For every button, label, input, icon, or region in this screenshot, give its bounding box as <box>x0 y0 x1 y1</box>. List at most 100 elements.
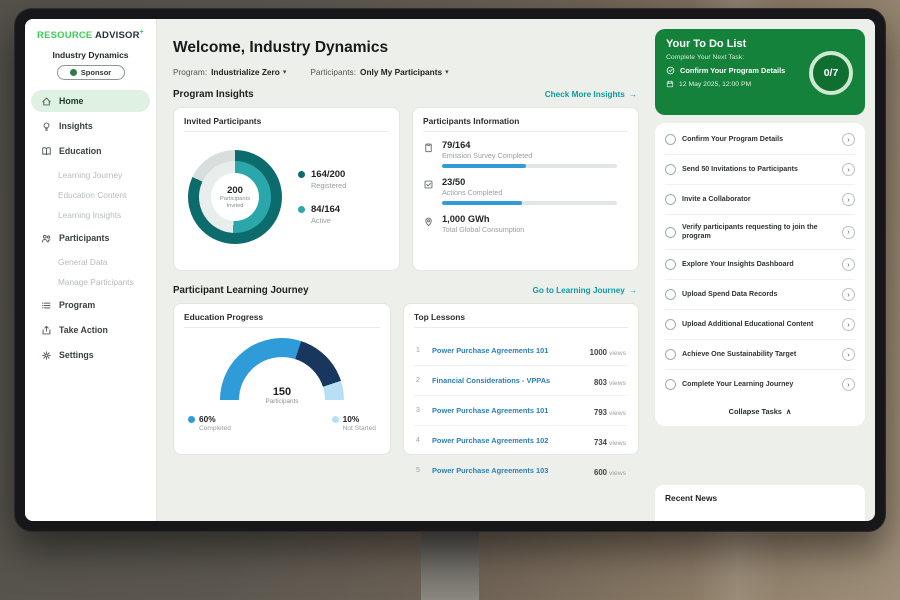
task-label: Confirm Your Program Details <box>682 134 784 143</box>
task-confirm-program-details[interactable]: Confirm Your Program Details › <box>665 125 855 155</box>
todo-subtitle: Complete Your Next Task: <box>666 54 745 61</box>
sidebar-item-home[interactable]: Home <box>31 90 150 113</box>
task-checkbox[interactable] <box>665 289 676 301</box>
sidebar-item-label: Settings <box>59 350 94 361</box>
task-chevron-button[interactable]: › <box>842 378 855 392</box>
home-icon <box>41 96 52 107</box>
task-chevron-button[interactable]: › <box>842 225 855 239</box>
sidebar-item-learning-journey[interactable]: Learning Journey <box>25 165 156 184</box>
sidebar-item-general-data[interactable]: General Data <box>25 252 156 271</box>
top-lessons-card: Top Lessons 1 Power Purchase Agreements … <box>403 303 639 477</box>
donut-center-caption: Participants Invited <box>219 195 251 209</box>
task-chevron-button[interactable]: › <box>842 133 855 146</box>
task-achieve-sustainability-target[interactable]: Achieve One Sustainability Target › <box>665 340 855 371</box>
sidebar-item-label: Insights <box>59 121 93 132</box>
task-checkbox[interactable] <box>665 349 676 361</box>
metric-value: 1,000 GWh <box>442 214 490 224</box>
sidebar-item-participants[interactable]: Participants <box>31 227 150 249</box>
legend-dot <box>298 206 305 213</box>
check-more-insights-link[interactable]: Check More Insights → <box>545 90 637 99</box>
sidebar-subitem-label: Education Content <box>58 189 127 200</box>
sidebar-item-label: Education <box>59 146 102 157</box>
donut-center-label: 200 Participants Invited <box>188 150 282 244</box>
task-chevron-button[interactable]: › <box>842 288 855 302</box>
location-pin-icon <box>423 216 434 238</box>
task-checkbox[interactable] <box>665 259 676 271</box>
task-checkbox[interactable] <box>665 226 676 238</box>
task-chevron-button[interactable]: › <box>842 318 855 332</box>
lesson-link[interactable]: Power Purchase Agreements 103 <box>432 466 549 475</box>
participants-dropdown[interactable]: Participants: Only My Participants ▾ <box>310 67 448 77</box>
lesson-rank: 1 <box>416 347 420 354</box>
legend-label: Active <box>311 216 331 225</box>
task-send-invitations[interactable]: Send 50 Invitations to Participants › <box>665 155 855 185</box>
metric-label: Emission Survey Completed <box>442 151 533 160</box>
task-chevron-button[interactable]: › <box>842 258 855 272</box>
next-task-time-row: 12 May 2025, 12:00 PM <box>666 80 854 88</box>
sidebar-item-learning-insights[interactable]: Learning Insights <box>25 205 156 224</box>
program-filter-value: Industrialize Zero <box>211 67 280 77</box>
lesson-rank: 2 <box>416 377 420 384</box>
lesson-row: 3 Power Purchase Agreements 101 793 views <box>414 396 628 426</box>
task-label: Invite a Collaborator <box>682 194 751 203</box>
card-title: Top Lessons <box>414 312 628 328</box>
task-checkbox[interactable] <box>665 379 676 391</box>
gauge-center-value: 150 <box>272 386 292 398</box>
lesson-link[interactable]: Power Purchase Agreements 101 <box>432 406 549 415</box>
task-complete-learning-journey[interactable]: Complete Your Learning Journey › <box>665 370 855 399</box>
views-suffix: views <box>609 409 626 417</box>
sidebar-item-label: Participants <box>59 233 110 244</box>
todo-title: Your To Do List <box>666 38 747 50</box>
lesson-link[interactable]: Financial Considerations - VPPAs <box>432 376 551 385</box>
list-icon <box>41 300 52 311</box>
lesson-link[interactable]: Power Purchase Agreements 101 <box>432 346 549 355</box>
task-explore-insights[interactable]: Explore Your Insights Dashboard › <box>665 250 855 281</box>
task-label: Explore Your Insights Dashboard <box>682 260 794 269</box>
emission-survey-row: 79/164 Emission Survey Completed <box>423 140 628 168</box>
people-icon <box>41 233 52 244</box>
task-upload-spend-data[interactable]: Upload Spend Data Records › <box>665 280 855 311</box>
task-upload-educational-content[interactable]: Upload Additional Educational Content › <box>665 310 855 341</box>
sidebar-subitem-label: General Data <box>58 256 108 267</box>
link-label: Go to Learning Journey <box>532 286 625 295</box>
app-logo: RESOURCE ADVISOR+ <box>25 29 156 41</box>
sidebar-item-program[interactable]: Program <box>31 294 150 316</box>
book-icon <box>41 146 52 157</box>
invited-legend: 164/200 Registered 84/164 Active <box>298 169 346 225</box>
lesson-row: 2 Financial Considerations - VPPAs 803 vi… <box>414 366 628 396</box>
sidebar-item-settings[interactable]: Settings <box>31 344 150 366</box>
program-filter-label: Program: <box>173 67 208 77</box>
task-verify-participants[interactable]: Verify participants requesting to join t… <box>665 215 855 251</box>
todo-summary-card: Your To Do List Complete Your Next Task:… <box>655 29 865 115</box>
education-gauge-chart: 150 Participants <box>220 338 344 443</box>
lightbulb-icon <box>41 121 52 132</box>
lesson-views: 600 <box>593 467 607 477</box>
task-checkbox[interactable] <box>665 194 676 205</box>
task-checkbox[interactable] <box>665 134 676 145</box>
task-invite-collaborator[interactable]: Invite a Collaborator › <box>665 185 855 215</box>
program-dropdown[interactable]: Program: Industrialize Zero ▾ <box>173 67 286 77</box>
sponsor-badge[interactable]: Sponsor <box>56 65 125 81</box>
education-progress-card: Education Progress 150 Participants <box>173 303 391 455</box>
sidebar-item-education-content[interactable]: Education Content <box>25 185 156 204</box>
next-task-row[interactable]: Confirm Your Program Details <box>666 66 808 75</box>
legend-value: 60% <box>199 414 216 424</box>
task-chevron-button[interactable]: › <box>842 163 855 176</box>
page-title: Welcome, Industry Dynamics <box>173 39 389 56</box>
org-name: Industry Dynamics <box>52 50 129 61</box>
sidebar-item-take-action[interactable]: Take Action <box>31 319 150 341</box>
task-checkbox[interactable] <box>665 319 676 331</box>
lesson-link[interactable]: Power Purchase Agreements 102 <box>432 436 549 445</box>
recent-news-title: Recent News <box>665 493 718 503</box>
sidebar-item-insights[interactable]: Insights <box>31 115 150 137</box>
sidebar-item-education[interactable]: Education <box>31 140 150 162</box>
monitor-bezel: RESOURCE ADVISOR+ Industry Dynamics Spon… <box>14 8 886 532</box>
task-checkbox[interactable] <box>665 164 676 175</box>
collapse-tasks-button[interactable]: Collapse Tasks ∧ <box>665 399 855 422</box>
task-chevron-button[interactable]: › <box>842 193 855 206</box>
legend-dot <box>188 416 195 423</box>
task-chevron-button[interactable]: › <box>842 348 855 362</box>
sidebar-item-manage-participants[interactable]: Manage Participants <box>25 272 156 291</box>
go-to-learning-journey-link[interactable]: Go to Learning Journey → <box>532 286 637 295</box>
program-insights-header: Program Insights Check More Insights → <box>173 89 637 100</box>
